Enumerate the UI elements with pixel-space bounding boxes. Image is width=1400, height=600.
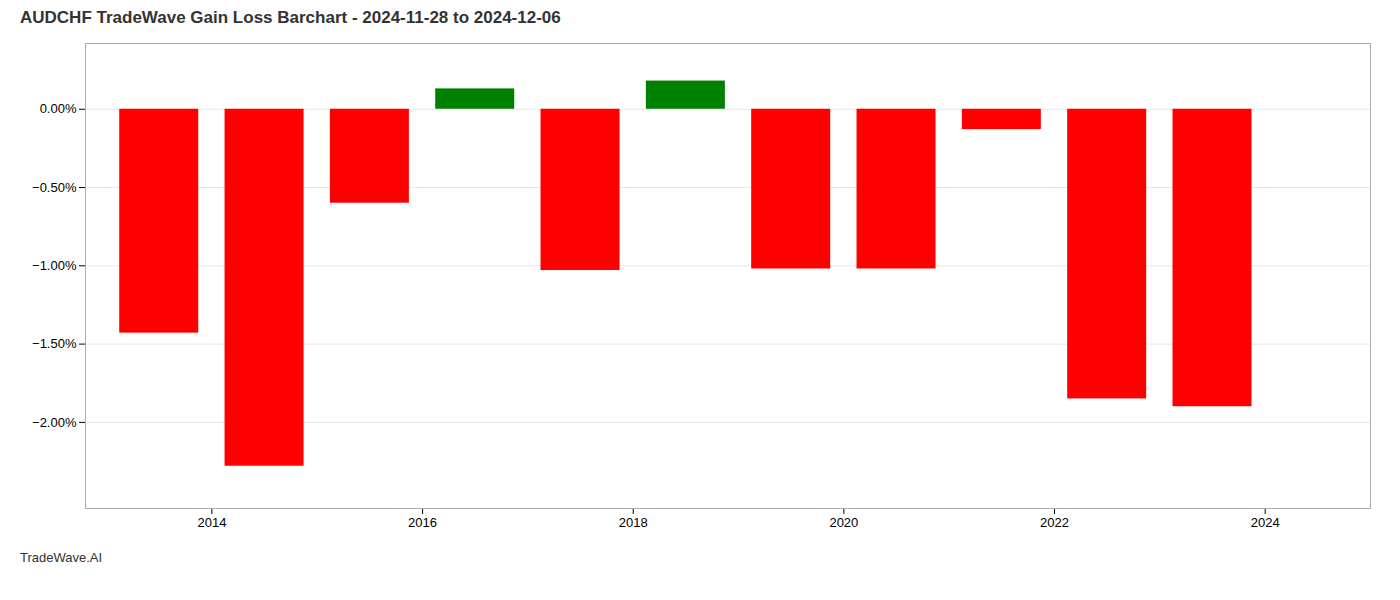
svg-text:2014: 2014 <box>197 515 226 530</box>
svg-text:2016: 2016 <box>408 515 437 530</box>
svg-text:2024: 2024 <box>1251 515 1280 530</box>
svg-text:2018: 2018 <box>619 515 648 530</box>
html-text:TradeWave.AI: TradeWave.AI <box>20 550 103 565</box>
svg-text:−0.50%: −0.50% <box>32 180 77 195</box>
svg-text:0.00%: 0.00% <box>40 101 77 116</box>
svg-text:−1.00%: −1.00% <box>32 258 77 273</box>
svg-text:2022: 2022 <box>1040 515 1069 530</box>
svg-text:−1.50%: −1.50% <box>32 336 77 351</box>
svg-text:2020: 2020 <box>829 515 858 530</box>
svg-text:−2.00%: −2.00% <box>32 415 77 430</box>
html-text:AUDCHF TradeWave Gain Loss Bar: AUDCHF TradeWave Gain Loss Barchart - 20… <box>20 8 561 27</box>
